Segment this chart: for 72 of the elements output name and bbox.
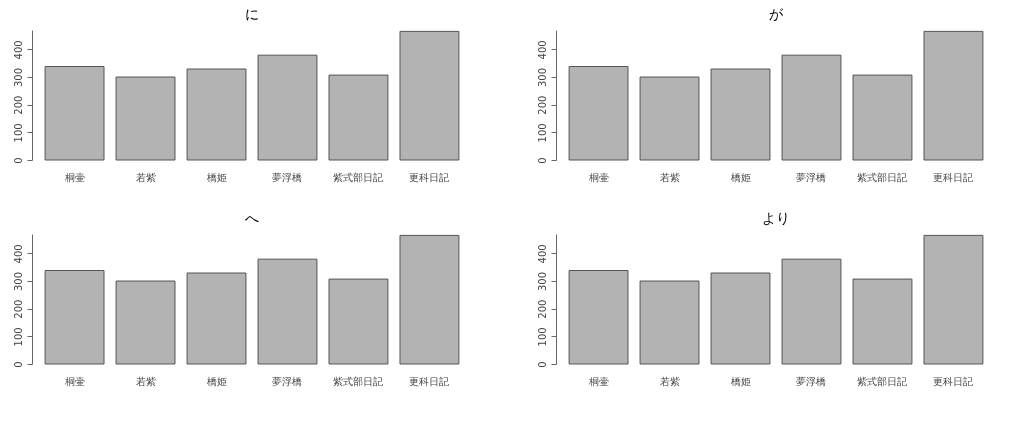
- bar: [639, 280, 700, 365]
- bar: [710, 68, 771, 161]
- bar: [568, 66, 629, 161]
- bar: [399, 234, 460, 365]
- x-tick-label: 若紫: [135, 171, 156, 183]
- y-tick-label: 200: [12, 299, 24, 319]
- x-tick-label: 桐壷: [63, 171, 85, 183]
- bar: [639, 76, 700, 161]
- x-tick-label: 夢浮橋: [272, 171, 303, 183]
- bar: [44, 270, 105, 365]
- y-tick-label: 100: [12, 327, 24, 347]
- x-tick-label: 紫式部日記: [333, 171, 384, 183]
- bar: [568, 270, 629, 365]
- x-tick-label: 紫式部日記: [333, 375, 384, 387]
- chart-title: より: [762, 210, 790, 226]
- y-tick-label: 200: [536, 299, 548, 319]
- x-tick-label: 橋姫: [730, 171, 751, 183]
- x-tick-label: 紫式部日記: [857, 171, 908, 183]
- bar: [328, 74, 389, 161]
- bar: [186, 68, 247, 161]
- y-tick-label: 200: [536, 95, 548, 115]
- bar: [115, 76, 176, 161]
- bar: [257, 258, 318, 365]
- x-tick-label: 橋姫: [730, 375, 751, 387]
- y-tick-label: 0: [12, 157, 24, 164]
- x-tick-label: 若紫: [659, 171, 680, 183]
- x-tick-label: 橋姫: [206, 375, 227, 387]
- x-tick-label: 更科日記: [409, 375, 450, 387]
- y-tick-label: 0: [12, 361, 24, 368]
- bar: [781, 54, 842, 161]
- bar: [328, 278, 389, 365]
- x-tick-label: 夢浮橋: [796, 375, 827, 387]
- bar: [399, 30, 460, 161]
- y-tick-label: 100: [536, 327, 548, 347]
- chart-title: に: [245, 6, 259, 22]
- y-tick-label: 400: [12, 244, 24, 264]
- chart-title: へ: [245, 210, 259, 226]
- x-tick-label: 桐壷: [587, 171, 609, 183]
- bar: [710, 272, 771, 365]
- y-tick-label: 100: [536, 123, 548, 143]
- bar: [44, 66, 105, 161]
- x-tick-label: 更科日記: [933, 171, 974, 183]
- x-tick-label: 夢浮橋: [272, 375, 303, 387]
- bar: [923, 30, 984, 161]
- x-tick-label: 橋姫: [206, 171, 227, 183]
- bar: [115, 280, 176, 365]
- x-tick-label: 若紫: [659, 375, 680, 387]
- x-tick-label: 更科日記: [933, 375, 974, 387]
- y-tick-label: 200: [12, 95, 24, 115]
- y-tick-label: 400: [536, 40, 548, 60]
- chart-title: が: [769, 6, 784, 22]
- y-tick-label: 300: [12, 67, 24, 88]
- x-tick-label: 更科日記: [409, 171, 450, 183]
- y-tick-label: 400: [12, 40, 24, 60]
- y-tick-label: 300: [536, 271, 548, 292]
- x-tick-label: 夢浮橋: [796, 171, 827, 183]
- y-tick-label: 0: [536, 361, 548, 368]
- x-tick-label: 桐壷: [63, 375, 85, 387]
- bar: [923, 234, 984, 365]
- y-tick-label: 100: [12, 123, 24, 143]
- x-tick-label: 若紫: [135, 375, 156, 387]
- bar: [186, 272, 247, 365]
- y-tick-label: 400: [536, 244, 548, 264]
- bar: [852, 278, 913, 365]
- bar: [781, 258, 842, 365]
- y-tick-label: 0: [536, 157, 548, 164]
- y-tick-label: 300: [536, 67, 548, 88]
- x-tick-label: 桐壷: [587, 375, 609, 387]
- y-tick-label: 300: [12, 271, 24, 292]
- bar: [257, 54, 318, 161]
- bar: [852, 74, 913, 161]
- x-tick-label: 紫式部日記: [857, 375, 908, 387]
